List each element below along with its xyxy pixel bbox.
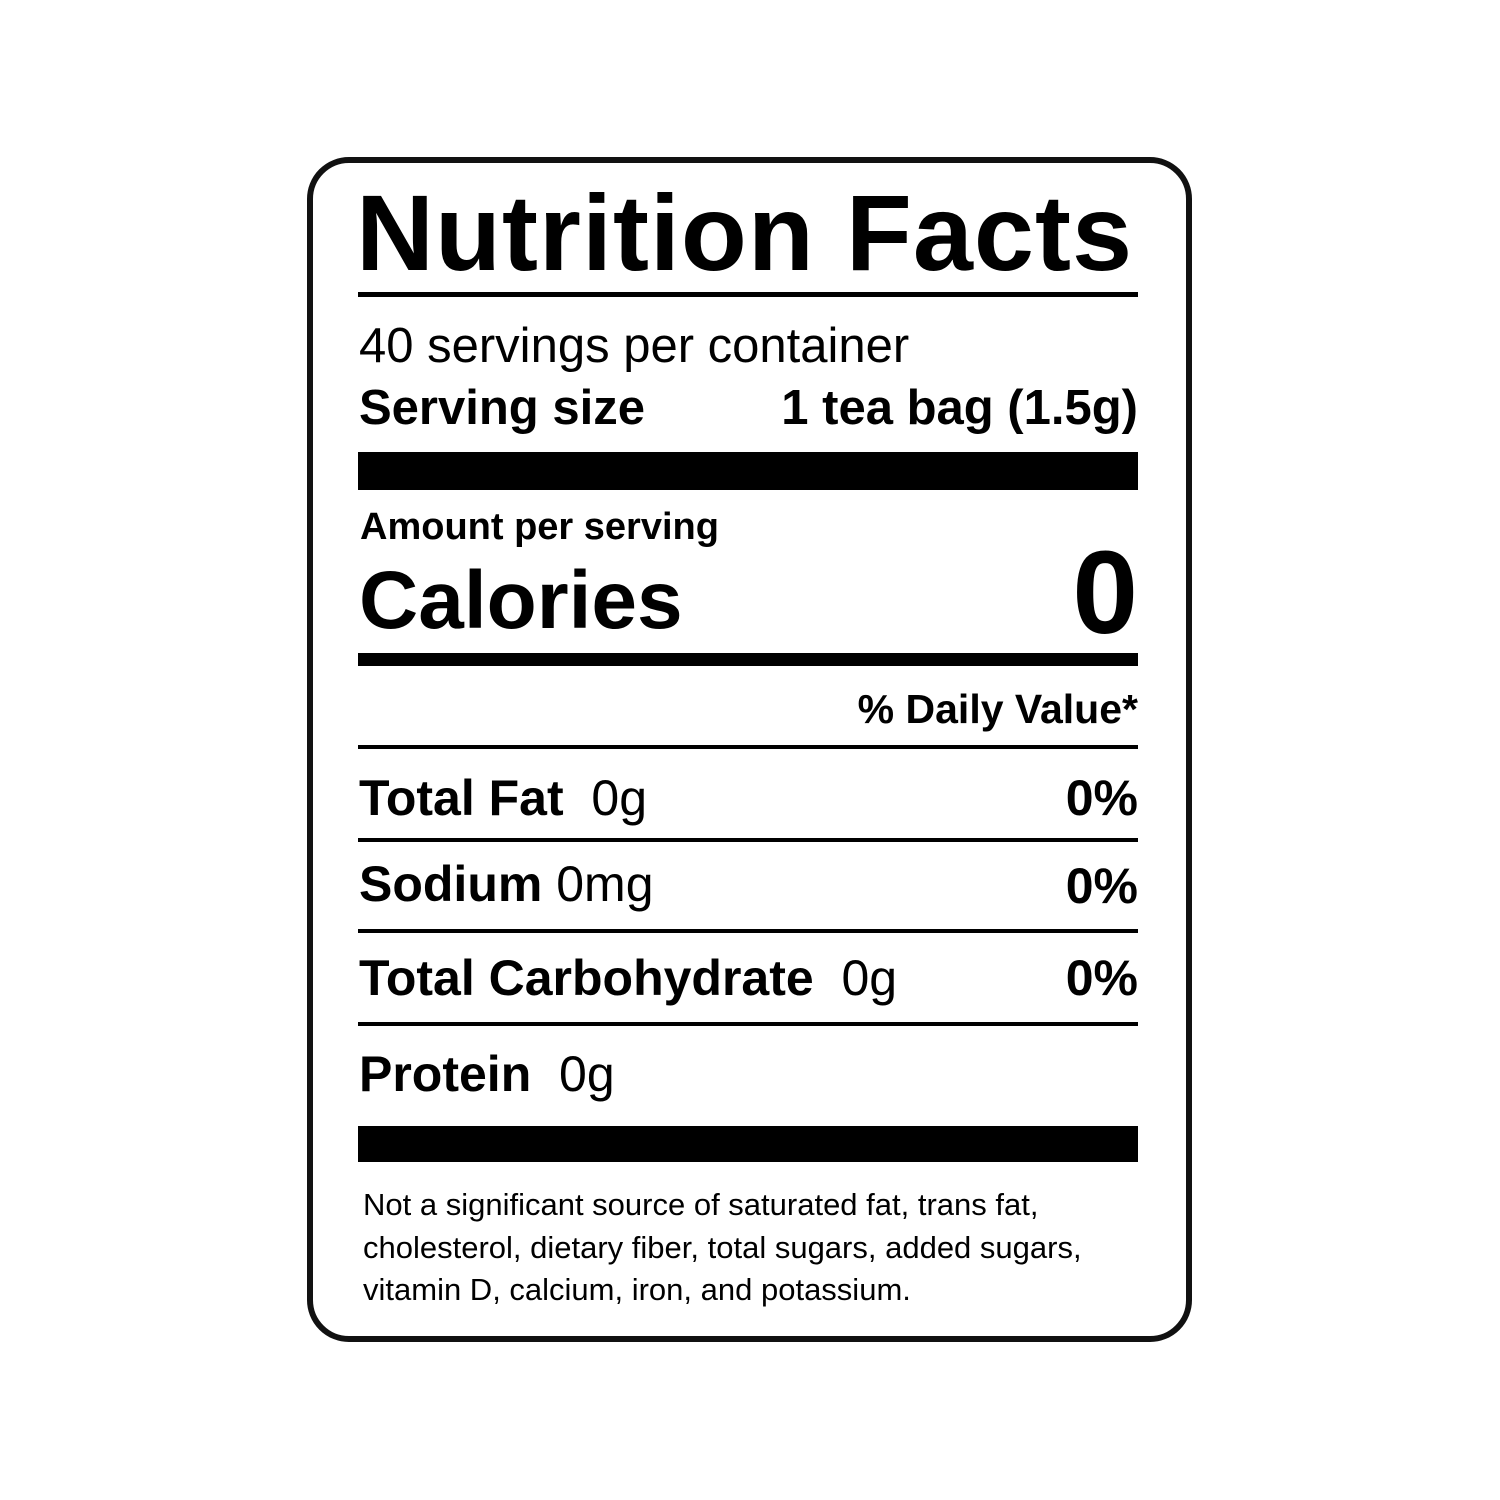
nutrient-dv: 0% (1065, 858, 1138, 914)
medium-divider (358, 653, 1138, 666)
footnote-line: vitamin D, calcium, iron, and potassium. (363, 1272, 911, 1307)
daily-value-header: % Daily Value* (857, 686, 1138, 732)
amount-per-serving: Amount per serving (360, 506, 719, 548)
nutrient-name: Total Fat (359, 770, 564, 826)
calories-label: Calories (359, 555, 683, 646)
nutrient-name: Protein (359, 1046, 532, 1102)
servings-per-container: 40 servings per container (359, 319, 910, 373)
divider (358, 1022, 1138, 1026)
nutrient-amount: 0g (591, 770, 648, 826)
nutrient-dv: 0% (1065, 770, 1138, 826)
nutrition-label (307, 157, 1192, 1342)
divider (358, 929, 1138, 933)
serving-size-value: 1 tea bag (1.5g) (781, 381, 1138, 435)
nutrient-row-protein: Protein 0g (359, 1046, 615, 1102)
footnote: Not a significant source of saturated fa… (363, 1184, 1082, 1312)
nutrient-dv: 0% (1065, 950, 1138, 1006)
nutrient-name: Total Carbohydrate (359, 950, 814, 1006)
label-title: Nutrition Facts (356, 172, 1134, 293)
serving-size-label: Serving size (359, 381, 645, 435)
footnote-line: cholesterol, dietary fiber, total sugars… (363, 1229, 1082, 1265)
divider (358, 745, 1138, 749)
nutrient-name: Sodium (359, 856, 543, 912)
nutrient-amount: 0g (841, 950, 898, 1006)
thick-divider (358, 1126, 1138, 1162)
nutrient-amount: 0mg (556, 856, 654, 912)
nutrient-row-sodium: Sodium 0mg (359, 856, 654, 912)
thick-divider (358, 452, 1138, 490)
nutrient-amount: 0g (559, 1046, 615, 1102)
nutrient-row-total-fat: Total Fat 0g (359, 770, 647, 826)
divider (358, 292, 1138, 297)
calories-value: 0 (1072, 527, 1138, 659)
divider (358, 838, 1138, 842)
nutrient-row-total-carbohydrate: Total Carbohydrate 0g (359, 950, 897, 1006)
footnote-line: Not a significant source of saturated fa… (363, 1187, 1039, 1222)
